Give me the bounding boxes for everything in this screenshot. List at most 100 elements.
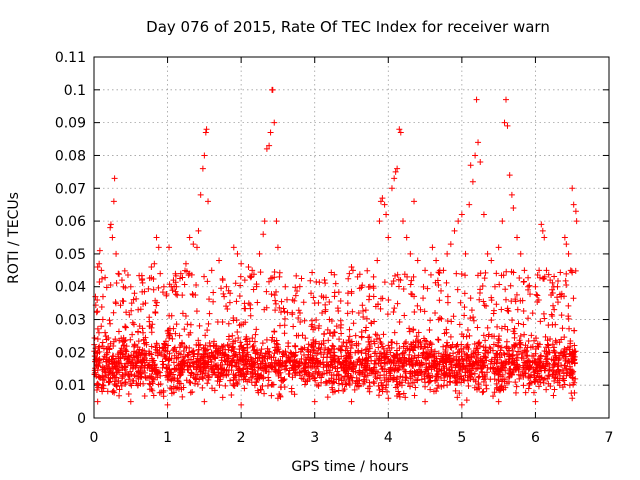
data-point xyxy=(379,386,386,393)
data-point xyxy=(511,330,518,337)
data-point xyxy=(381,279,388,286)
data-point xyxy=(352,368,359,375)
data-point xyxy=(377,372,384,379)
data-point xyxy=(385,234,392,241)
data-point xyxy=(359,282,366,289)
data-point xyxy=(561,345,568,352)
data-point xyxy=(362,307,369,314)
data-point xyxy=(544,337,551,344)
data-point xyxy=(505,308,512,315)
data-point xyxy=(455,357,462,364)
data-point xyxy=(207,354,214,361)
data-point xyxy=(167,385,174,392)
data-point xyxy=(506,356,513,363)
data-point xyxy=(236,365,243,372)
data-point xyxy=(487,360,494,367)
data-point xyxy=(195,227,202,234)
data-point xyxy=(427,386,434,393)
data-point xyxy=(414,302,421,309)
data-point xyxy=(285,339,292,346)
data-point xyxy=(472,378,479,385)
data-point xyxy=(266,278,273,285)
data-point xyxy=(525,366,532,373)
data-point xyxy=(471,384,478,391)
data-point xyxy=(320,370,327,377)
y-tick-label: 0.08 xyxy=(55,148,86,164)
data-point xyxy=(364,267,371,274)
data-point xyxy=(108,356,115,363)
data-point xyxy=(121,342,128,349)
data-point xyxy=(174,384,181,391)
data-point xyxy=(245,300,252,307)
data-point xyxy=(335,289,342,296)
data-point xyxy=(225,320,232,327)
data-point xyxy=(550,371,557,378)
data-point xyxy=(498,383,505,390)
data-point xyxy=(396,345,403,352)
data-point xyxy=(182,260,189,267)
data-point xyxy=(129,377,136,384)
data-point xyxy=(427,339,434,346)
data-point xyxy=(551,348,558,355)
data-point xyxy=(554,283,561,290)
data-point xyxy=(101,368,108,375)
data-point xyxy=(259,340,266,347)
data-point xyxy=(139,288,146,295)
data-point xyxy=(166,369,173,376)
data-point xyxy=(437,359,444,366)
data-point xyxy=(495,372,502,379)
data-point xyxy=(525,385,532,392)
data-point xyxy=(95,381,102,388)
data-point xyxy=(479,283,486,290)
data-point xyxy=(403,345,410,352)
data-point xyxy=(149,375,156,382)
data-point xyxy=(328,345,335,352)
data-point xyxy=(550,302,557,309)
data-point xyxy=(113,355,120,362)
data-point xyxy=(202,129,209,136)
data-point xyxy=(232,280,239,287)
data-point xyxy=(290,365,297,372)
data-point xyxy=(185,272,192,279)
data-point xyxy=(96,247,103,254)
data-point xyxy=(152,310,159,317)
data-point xyxy=(289,353,296,360)
data-point xyxy=(525,274,532,281)
data-point xyxy=(228,392,235,399)
data-point xyxy=(271,328,278,335)
data-point xyxy=(560,370,567,377)
data-point xyxy=(422,383,429,390)
data-point xyxy=(193,341,200,348)
data-point xyxy=(174,377,181,384)
data-point xyxy=(467,315,474,322)
data-point xyxy=(508,191,515,198)
data-point xyxy=(160,361,167,368)
data-point xyxy=(462,272,469,279)
data-point xyxy=(178,339,185,346)
data-point xyxy=(554,375,561,382)
data-point xyxy=(392,362,399,369)
data-point xyxy=(127,398,134,405)
data-point xyxy=(110,387,117,394)
data-point xyxy=(510,204,517,211)
data-point xyxy=(269,274,276,281)
data-point xyxy=(121,267,128,274)
data-point xyxy=(335,387,342,394)
data-point xyxy=(182,353,189,360)
data-point xyxy=(391,367,398,374)
data-point xyxy=(337,347,344,354)
data-point xyxy=(444,342,451,349)
data-point xyxy=(563,281,570,288)
data-point xyxy=(484,324,491,331)
data-point xyxy=(301,352,308,359)
data-point xyxy=(225,287,232,294)
data-point xyxy=(146,380,153,387)
data-point xyxy=(464,327,471,334)
data-point xyxy=(511,361,518,368)
data-point xyxy=(100,385,107,392)
data-point xyxy=(375,301,382,308)
data-point xyxy=(322,280,329,287)
data-point xyxy=(150,276,157,283)
data-point xyxy=(365,351,372,358)
data-point xyxy=(184,321,191,328)
